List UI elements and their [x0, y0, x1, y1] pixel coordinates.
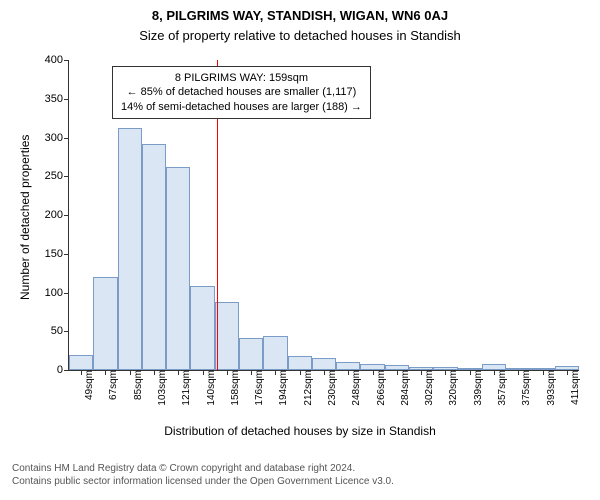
chart-title-subtitle: Size of property relative to detached ho…: [0, 28, 600, 43]
y-tick-mark: [64, 254, 69, 255]
histogram-bar: [118, 128, 142, 370]
x-tick-mark: [348, 370, 349, 375]
x-tick-mark: [324, 370, 325, 375]
x-tick-mark: [397, 370, 398, 375]
x-tick-mark: [105, 370, 106, 375]
histogram-bar: [93, 277, 117, 370]
y-tick-mark: [64, 138, 69, 139]
x-tick: 411sqm: [567, 370, 581, 405]
x-tick-mark: [81, 370, 82, 375]
histogram-bar: [263, 336, 287, 370]
footer-line-2: Contains public sector information licen…: [12, 475, 394, 488]
x-tick-mark: [373, 370, 374, 375]
y-tick-mark: [64, 99, 69, 100]
x-tick: 140sqm: [203, 370, 217, 406]
x-tick-mark: [567, 370, 568, 375]
x-tick-mark: [130, 370, 131, 375]
x-tick: 302sqm: [421, 370, 435, 406]
x-tick: 393sqm: [543, 370, 557, 406]
histogram-bar: [142, 144, 166, 370]
x-tick: 266sqm: [373, 370, 387, 406]
histogram-bar: [312, 358, 336, 370]
y-tick-mark: [64, 60, 69, 61]
x-tick: 194sqm: [275, 370, 289, 406]
x-tick-mark: [203, 370, 204, 375]
info-box: 8 PILGRIMS WAY: 159sqm ← 85% of detached…: [112, 66, 371, 119]
y-tick-mark: [64, 293, 69, 294]
x-tick-mark: [421, 370, 422, 375]
histogram-bar: [336, 362, 360, 370]
x-tick: 212sqm: [300, 370, 314, 406]
x-tick: 339sqm: [470, 370, 484, 406]
info-line-3: 14% of semi-detached houses are larger (…: [121, 100, 362, 114]
x-tick-mark: [470, 370, 471, 375]
x-tick: 85sqm: [130, 370, 144, 400]
x-tick: 320sqm: [445, 370, 459, 406]
x-tick-mark: [227, 370, 228, 375]
x-tick: 176sqm: [251, 370, 265, 406]
x-tick: 103sqm: [154, 370, 168, 406]
histogram-bar: [288, 356, 312, 370]
info-line-2: ← 85% of detached houses are smaller (1,…: [121, 85, 362, 99]
histogram-bar: [69, 355, 93, 371]
footer-line-1: Contains HM Land Registry data © Crown c…: [12, 462, 394, 475]
x-tick-mark: [154, 370, 155, 375]
histogram-bar: [166, 167, 190, 370]
x-tick-mark: [178, 370, 179, 375]
x-tick-mark: [251, 370, 252, 375]
histogram-bar: [215, 302, 239, 370]
y-tick-mark: [64, 370, 69, 371]
x-tick-mark: [518, 370, 519, 375]
footer-attribution: Contains HM Land Registry data © Crown c…: [12, 462, 394, 488]
x-tick: 121sqm: [178, 370, 192, 406]
x-tick-mark: [275, 370, 276, 375]
x-tick-mark: [494, 370, 495, 375]
x-tick-mark: [445, 370, 446, 375]
y-axis-label: Number of detached properties: [18, 135, 32, 300]
x-tick: 158sqm: [227, 370, 241, 406]
x-tick: 357sqm: [494, 370, 508, 406]
info-line-1: 8 PILGRIMS WAY: 159sqm: [121, 71, 362, 85]
x-tick-mark: [300, 370, 301, 375]
x-tick: 284sqm: [397, 370, 411, 406]
x-tick: 67sqm: [105, 370, 119, 400]
x-tick: 230sqm: [324, 370, 338, 406]
x-tick: 248sqm: [348, 370, 362, 406]
chart-title-address: 8, PILGRIMS WAY, STANDISH, WIGAN, WN6 0A…: [0, 8, 600, 23]
x-axis-label: Distribution of detached houses by size …: [0, 424, 600, 438]
histogram-bar: [239, 338, 263, 370]
y-tick-mark: [64, 215, 69, 216]
x-tick: 375sqm: [518, 370, 532, 406]
y-tick-mark: [64, 176, 69, 177]
histogram-bar: [190, 286, 214, 370]
x-tick-mark: [543, 370, 544, 375]
y-tick-mark: [64, 331, 69, 332]
x-tick: 49sqm: [81, 370, 95, 400]
